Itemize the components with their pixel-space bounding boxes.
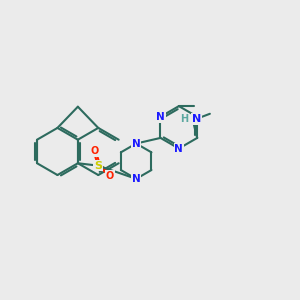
Text: O: O [90, 146, 98, 157]
Text: N: N [132, 174, 140, 184]
Text: S: S [94, 160, 102, 171]
Text: N: N [156, 112, 165, 122]
Text: N: N [132, 139, 140, 148]
Text: N: N [175, 143, 183, 154]
Text: O: O [106, 171, 114, 181]
Text: H: H [180, 114, 188, 124]
Text: N: N [192, 114, 201, 124]
